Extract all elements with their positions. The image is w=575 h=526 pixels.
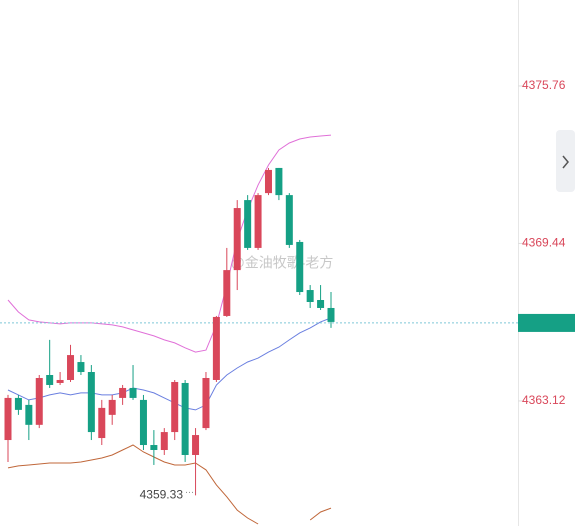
candle-body [108,399,116,415]
band-line [7,317,332,411]
y-tick-label: 4375.76 [522,78,566,92]
candle-body [25,404,33,425]
candle-body [192,435,200,455]
candle-body [171,381,179,433]
candle-body [129,387,137,398]
candle-body [254,195,262,248]
candle-body [327,307,335,322]
candle-body [285,195,293,245]
candle-body [150,445,158,451]
candle-body [233,208,241,271]
collapse-button[interactable] [556,130,575,192]
candle-body [202,377,210,429]
candle-body [264,169,272,194]
candle-body [98,407,106,439]
candle-body [275,167,283,196]
low-annotation: 4359.33 [140,488,184,502]
candle-body [119,387,127,398]
candle-body [223,270,231,316]
candle-body [296,241,304,293]
watermark: @金油牧歌-老方 [231,255,334,271]
candle-body [87,372,95,433]
candle-body [306,290,314,302]
y-tick-label: 4369.44 [522,236,566,250]
candle-body [77,362,85,373]
candle-body [14,397,22,410]
price-tag [518,313,575,332]
candle-body [4,397,12,441]
candle-body [67,355,75,380]
button-bg[interactable] [556,130,575,192]
chevron-icon [562,155,569,169]
candle-body [244,200,252,248]
candle-body [212,316,220,380]
band-line [7,134,332,353]
candle-body [317,300,325,308]
candle-body [139,399,147,446]
candle-body [181,382,189,455]
y-tick-label: 4363.12 [522,393,566,407]
candle-body [35,377,43,425]
band-line [7,444,332,525]
candle-body [160,432,168,451]
candle-body [56,379,64,383]
candle-body [46,375,54,385]
